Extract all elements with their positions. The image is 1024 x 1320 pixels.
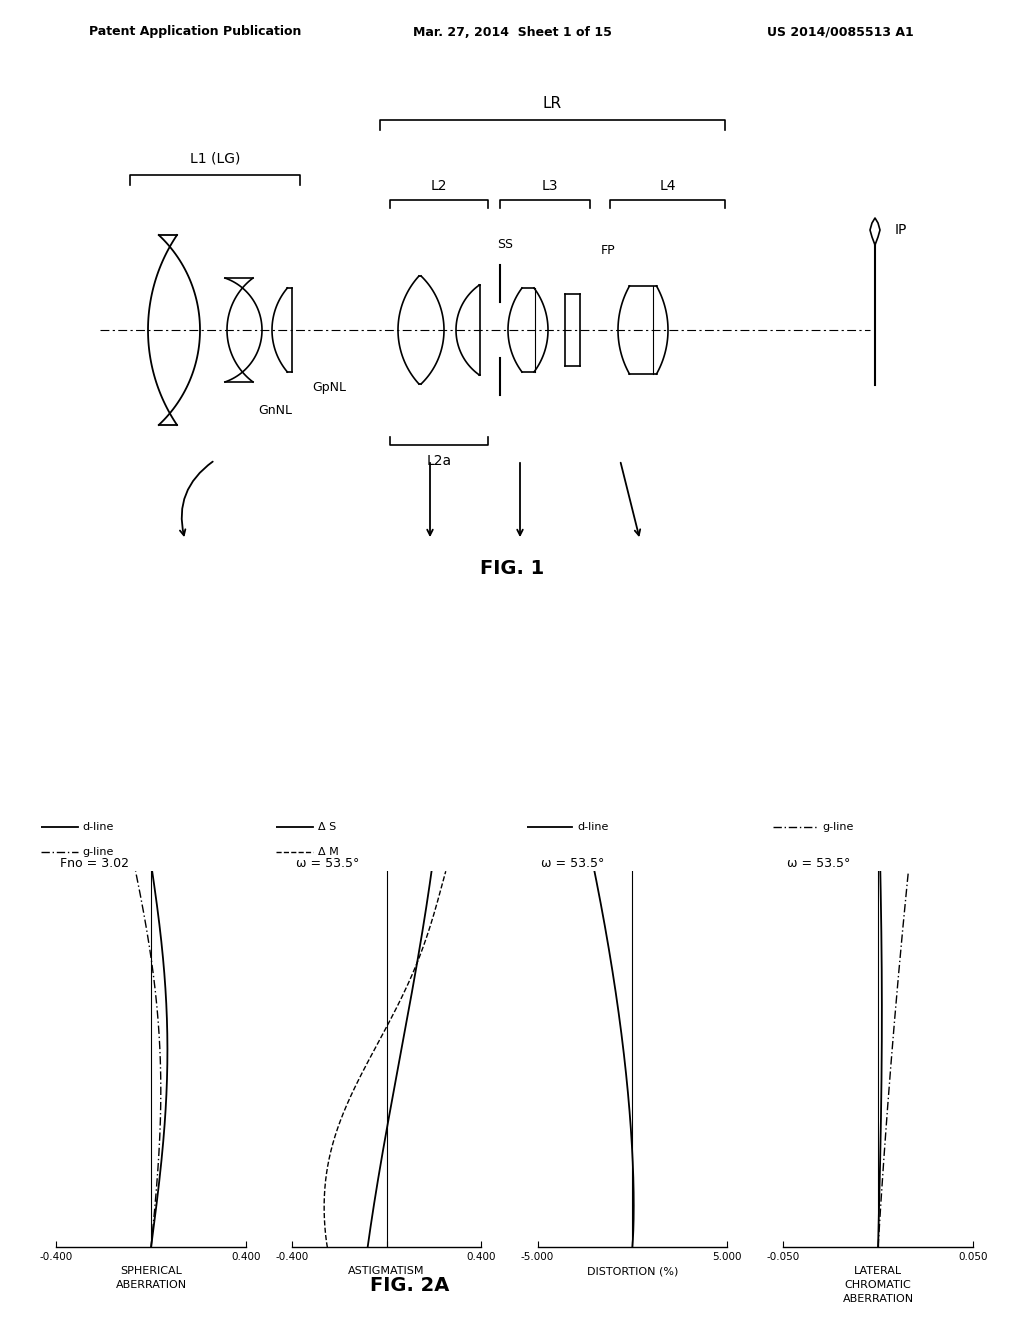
X-axis label: LATERAL
CHROMATIC
ABERRATION: LATERAL CHROMATIC ABERRATION bbox=[843, 1266, 913, 1304]
Text: IP: IP bbox=[895, 223, 907, 238]
Text: g-line: g-line bbox=[83, 847, 114, 857]
Text: US 2014/0085513 A1: US 2014/0085513 A1 bbox=[767, 25, 913, 38]
Text: FIG. 1: FIG. 1 bbox=[480, 558, 544, 578]
X-axis label: SPHERICAL
ABERRATION: SPHERICAL ABERRATION bbox=[116, 1266, 186, 1291]
Text: g-line: g-line bbox=[822, 822, 854, 832]
Text: ω = 53.5°: ω = 53.5° bbox=[542, 857, 605, 870]
Text: SS: SS bbox=[497, 239, 513, 252]
Text: Fno = 3.02: Fno = 3.02 bbox=[60, 857, 129, 870]
Text: L3: L3 bbox=[542, 180, 558, 193]
Text: Δ M: Δ M bbox=[318, 847, 339, 857]
Text: L4: L4 bbox=[659, 180, 676, 193]
Text: ω = 53.5°: ω = 53.5° bbox=[296, 857, 359, 870]
Text: L2a: L2a bbox=[426, 454, 452, 469]
Text: L1 (LG): L1 (LG) bbox=[189, 152, 241, 166]
Text: FP: FP bbox=[601, 243, 615, 256]
Text: GpNL: GpNL bbox=[312, 381, 346, 395]
Text: FIG. 2A: FIG. 2A bbox=[370, 1276, 450, 1295]
Text: Patent Application Publication: Patent Application Publication bbox=[89, 25, 301, 38]
Text: L2: L2 bbox=[431, 180, 447, 193]
Text: GnNL: GnNL bbox=[258, 404, 292, 417]
Text: d-line: d-line bbox=[83, 822, 114, 832]
Text: LR: LR bbox=[543, 96, 562, 111]
Text: ω = 53.5°: ω = 53.5° bbox=[787, 857, 851, 870]
Text: Mar. 27, 2014  Sheet 1 of 15: Mar. 27, 2014 Sheet 1 of 15 bbox=[413, 25, 611, 38]
X-axis label: DISTORTION (%): DISTORTION (%) bbox=[587, 1266, 678, 1276]
Text: Δ S: Δ S bbox=[318, 822, 337, 832]
Text: d-line: d-line bbox=[577, 822, 608, 832]
X-axis label: ASTIGMATISM: ASTIGMATISM bbox=[348, 1266, 425, 1276]
